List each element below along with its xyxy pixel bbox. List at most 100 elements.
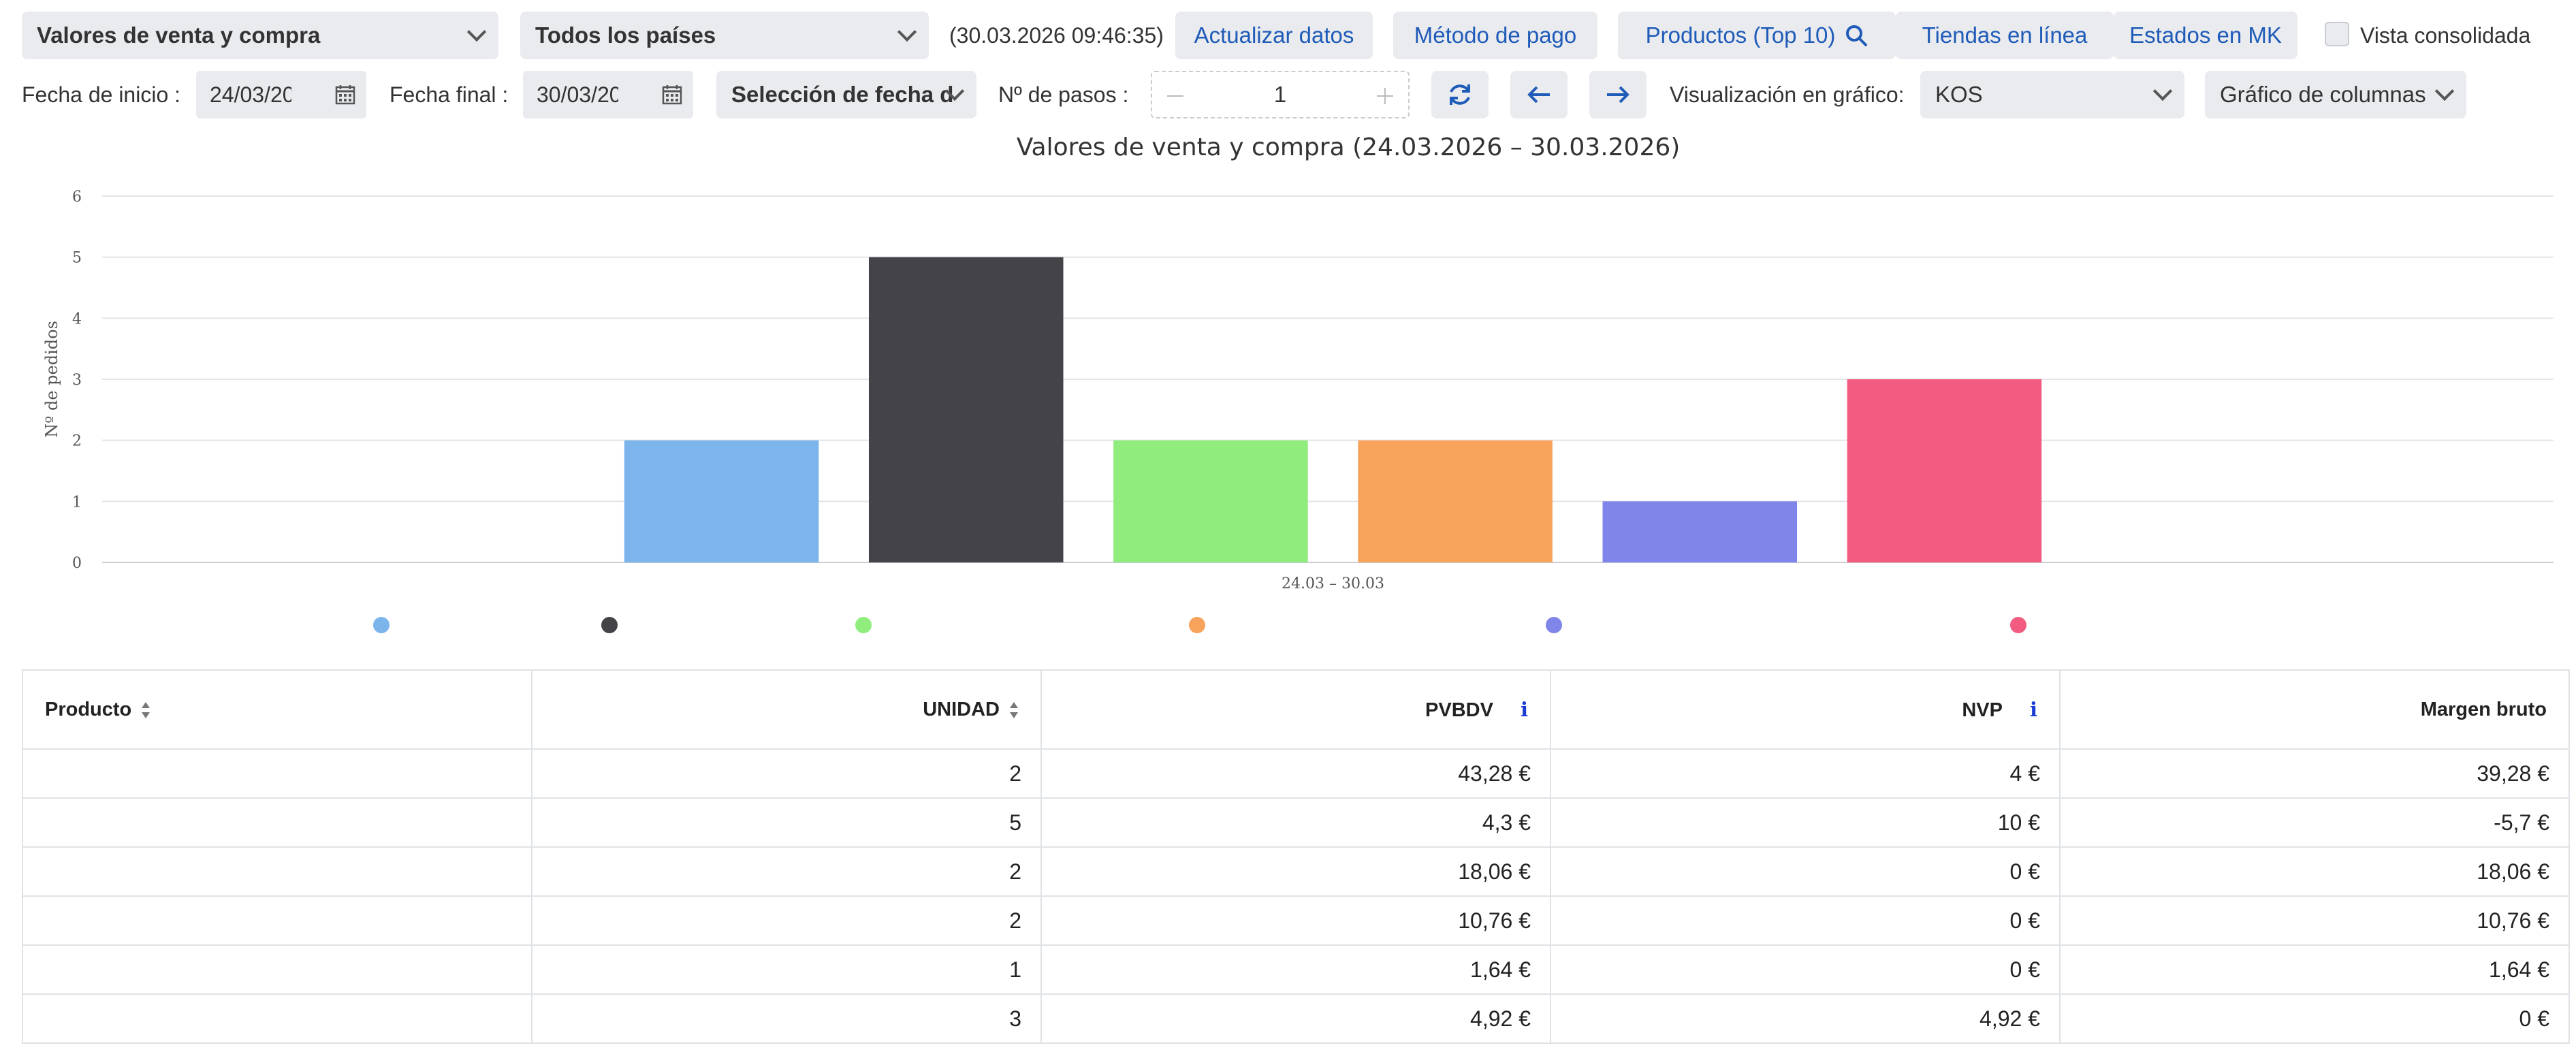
- column-header-unit[interactable]: UNIDAD: [531, 669, 1042, 750]
- column-header-pvbdv-label: PVBDV: [1425, 699, 1493, 721]
- date-selection-value: Selección de fecha d: [731, 82, 954, 107]
- chart-bar: [868, 257, 1064, 562]
- chart-metric-select[interactable]: KOS: [1920, 71, 2184, 118]
- chevron-down-icon: [2434, 81, 2455, 101]
- cell-unit: 1: [531, 944, 1042, 995]
- cell-margin: -5,7 €: [2059, 797, 2570, 848]
- table-row: 2 43,28 € 4 € 39,28 €: [22, 748, 2570, 799]
- country-select[interactable]: Todos los países: [520, 12, 929, 59]
- cell-product: [22, 797, 532, 848]
- next-period-button[interactable]: [1589, 71, 1647, 118]
- date-selection-select[interactable]: Selección de fecha d: [716, 71, 976, 118]
- info-icon[interactable]: i: [1520, 697, 1528, 721]
- cell-margin: 1,64 €: [2059, 944, 2570, 995]
- report-select[interactable]: Valores de venta y compra: [22, 12, 498, 59]
- cell-unit: 5: [531, 797, 1042, 848]
- x-tick-label: 24.03 – 30.03: [1282, 575, 1384, 592]
- y-axis-label: Nº de pedidos: [42, 321, 61, 438]
- sort-icon[interactable]: [141, 701, 150, 718]
- cell-unit: 2: [531, 895, 1042, 946]
- chart-title: Valores de venta y compra (24.03.2026 – …: [1017, 133, 1681, 161]
- info-icon[interactable]: i: [2029, 697, 2037, 721]
- chart-bar: [1602, 501, 1798, 562]
- country-select-value: Todos los países: [535, 22, 716, 48]
- cell-nvp: 10 €: [1550, 797, 2061, 848]
- cell-pvbdv: 4,92 €: [1040, 993, 1551, 1044]
- cell-product: [22, 944, 532, 995]
- cell-unit: 3: [531, 993, 1042, 1044]
- y-tick-label: 3: [72, 372, 82, 389]
- refresh-data-button[interactable]: Actualizar datos: [1175, 12, 1373, 59]
- end-date-input[interactable]: 30/03/2026: [523, 71, 693, 118]
- cell-pvbdv: 18,06 €: [1040, 846, 1551, 897]
- calendar-icon[interactable]: [335, 84, 355, 105]
- legend-marker: [1189, 617, 1205, 633]
- legend-marker: [373, 617, 389, 633]
- refresh-icon: [1450, 84, 1470, 105]
- column-header-margin: Margen bruto: [2059, 669, 2570, 750]
- chart-bar: [1847, 379, 2042, 562]
- toolbar: Valores de venta y compra Todos los país…: [0, 0, 2576, 68]
- cell-margin: 10,76 €: [2059, 895, 2570, 946]
- mk-states-button[interactable]: Estados en MK: [2114, 12, 2297, 59]
- y-tick-label: 6: [72, 189, 82, 206]
- steps-label: Nº de pasos :: [998, 82, 1129, 107]
- table-row: 1 1,64 € 0 € 1,64 €: [22, 944, 2570, 995]
- start-date-value: 24/03/2026: [210, 82, 291, 107]
- chart-type-value: Gráfico de columnas: [2220, 82, 2426, 107]
- column-header-margin-label: Margen bruto: [2420, 698, 2547, 720]
- chevron-down-icon: [2152, 81, 2173, 101]
- cell-pvbdv: 43,28 €: [1040, 748, 1551, 799]
- arrow-left-icon: [1527, 86, 1550, 103]
- cell-unit: 2: [531, 846, 1042, 897]
- table-row: 2 10,76 € 0 € 10,76 €: [22, 895, 2570, 946]
- cell-unit: 2: [531, 748, 1042, 799]
- cell-pvbdv: 1,64 €: [1040, 944, 1551, 995]
- chart-bar: [1113, 440, 1308, 562]
- table-row: 2 18,06 € 0 € 18,06 €: [22, 846, 2570, 897]
- top-products-button[interactable]: Productos (Top 10): [1618, 12, 1896, 59]
- y-tick-label: 1: [72, 494, 82, 511]
- payment-method-button[interactable]: Método de pago: [1393, 12, 1597, 59]
- cell-product: [22, 748, 532, 799]
- sort-icon[interactable]: [1009, 701, 1019, 718]
- chart-type-select[interactable]: Gráfico de columnas: [2205, 71, 2466, 118]
- cell-nvp: 0 €: [1550, 846, 2061, 897]
- y-tick-label: 5: [72, 250, 82, 267]
- steps-stepper[interactable]: 1: [1151, 71, 1410, 118]
- y-tick-label: 4: [72, 310, 82, 328]
- cell-margin: 39,28 €: [2059, 748, 2570, 799]
- column-chart: Valores de venta y compra (24.03.2026 – …: [42, 133, 2554, 633]
- y-tick-label: 0: [72, 555, 82, 572]
- cell-product: [22, 846, 532, 897]
- products-table: Producto UNIDAD PVBDV i NVP i Margen bruto…: [22, 669, 2570, 1044]
- calendar-icon[interactable]: [662, 84, 682, 105]
- chart-bar: [1358, 440, 1553, 562]
- online-stores-button[interactable]: Tiendas en línea: [1896, 12, 2114, 59]
- cell-pvbdv: 10,76 €: [1040, 895, 1551, 946]
- refresh-button[interactable]: [1431, 71, 1489, 118]
- cell-nvp: 0 €: [1550, 895, 2061, 946]
- cell-product: [22, 895, 532, 946]
- legend-marker: [855, 617, 872, 633]
- steps-value: 1: [1273, 82, 1287, 107]
- legend-marker: [2010, 617, 2026, 633]
- consolidated-view-checkbox[interactable]: [2325, 22, 2349, 46]
- minus-icon[interactable]: [1167, 95, 1183, 97]
- start-date-input[interactable]: 24/03/2026: [196, 71, 366, 118]
- report-select-value: Valores de venta y compra: [37, 22, 321, 48]
- previous-period-button[interactable]: [1510, 71, 1568, 118]
- cell-nvp: 4,92 €: [1550, 993, 2061, 1044]
- chevron-down-icon: [897, 22, 917, 42]
- column-header-nvp-label: NVP: [1962, 699, 2003, 721]
- cell-margin: 0 €: [2059, 993, 2570, 1044]
- column-header-product[interactable]: Producto: [22, 669, 532, 750]
- start-date-label: Fecha de inicio :: [22, 82, 181, 107]
- table-row: 5 4,3 € 10 € -5,7 €: [22, 797, 2570, 848]
- cell-product: [22, 993, 532, 1044]
- arrow-right-icon: [1607, 86, 1629, 103]
- last-update-timestamp: (30.03.2026 09:46:35): [949, 22, 1164, 48]
- cell-margin: 18,06 €: [2059, 846, 2570, 897]
- chart-metric-value: KOS: [1935, 82, 1983, 107]
- search-icon: [1846, 25, 1868, 46]
